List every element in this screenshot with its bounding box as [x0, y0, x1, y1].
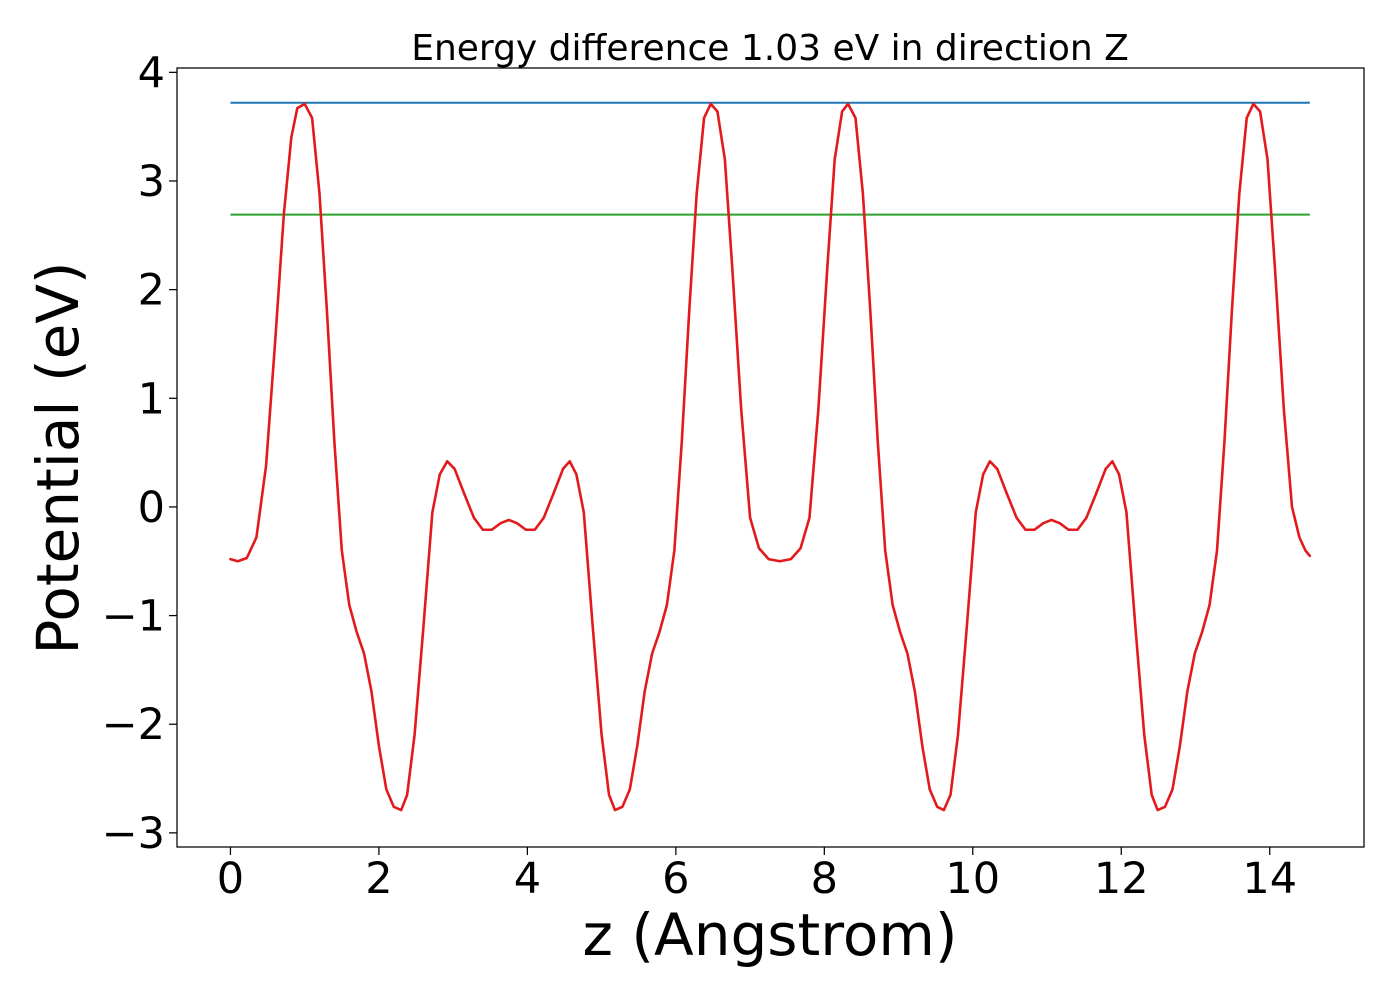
- y-tick-label: 0: [138, 483, 165, 533]
- y-axis: 4 3 2 1 0 −1 −2 −3: [102, 48, 177, 859]
- plot-area: [176, 67, 1365, 848]
- x-tick-label: 10: [945, 854, 1000, 904]
- x-axis: 0 2 4 6 8 10 12 14: [217, 847, 1297, 904]
- potential-curve: [229, 102, 1312, 812]
- y-tick-label: 3: [138, 157, 165, 207]
- y-axis-label: Potential (eV): [24, 261, 92, 654]
- x-tick-label: 2: [365, 854, 392, 904]
- y-tick-label: 4: [138, 48, 165, 98]
- series-layer: [229, 101, 1312, 812]
- y-tick-label: −2: [102, 700, 165, 750]
- plot-frame: [176, 67, 1365, 848]
- x-tick-label: 12: [1094, 854, 1149, 904]
- y-tick-label: 1: [138, 374, 165, 424]
- x-axis-label: z (Angstrom): [583, 901, 958, 969]
- x-tick-label: 6: [662, 854, 689, 904]
- y-tick-label: 2: [138, 266, 165, 316]
- y-tick-label: −3: [102, 809, 165, 859]
- x-tick-label: 0: [217, 854, 244, 904]
- y-tick-label: −1: [102, 592, 165, 642]
- x-tick-label: 14: [1242, 854, 1297, 904]
- x-tick-label: 4: [514, 854, 541, 904]
- x-tick-label: 8: [811, 854, 838, 904]
- chart-title: Energy difference 1.03 eV in direction Z: [411, 28, 1129, 69]
